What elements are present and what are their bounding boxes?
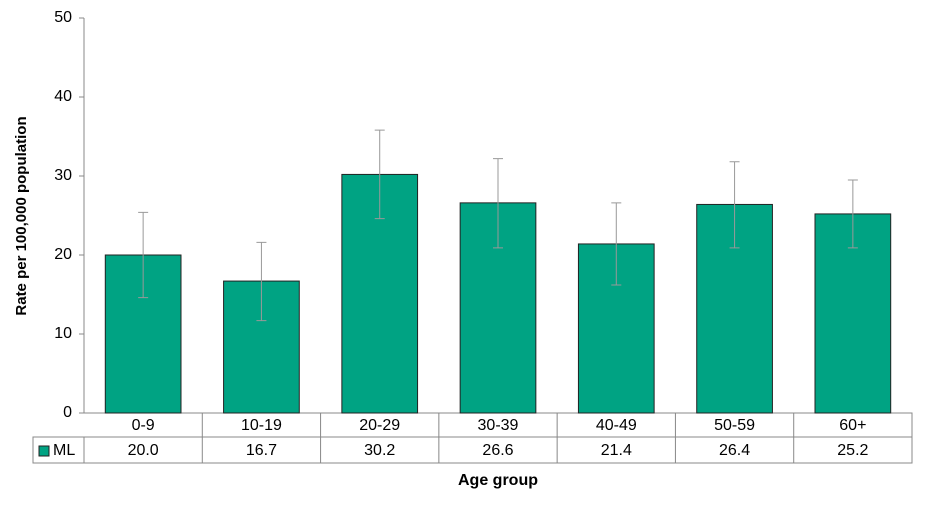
error-bar bbox=[611, 202, 622, 286]
value-label: 16.7 bbox=[246, 442, 277, 459]
error-bar bbox=[493, 158, 503, 249]
x-tick-label: 40-49 bbox=[596, 417, 637, 434]
error-bar bbox=[374, 129, 385, 220]
y-tick-label: 0 bbox=[63, 404, 72, 421]
y-tick-label: 50 bbox=[54, 9, 72, 26]
error-bar bbox=[847, 179, 858, 249]
y-tick-label: 30 bbox=[54, 167, 72, 184]
x-tick-label: 20-29 bbox=[359, 417, 400, 434]
legend-label: ML bbox=[53, 442, 75, 459]
x-tick-label: 0-9 bbox=[132, 417, 155, 434]
y-axis-label: Rate per 100,000 population bbox=[13, 116, 30, 315]
x-tick-label: 50-59 bbox=[714, 417, 755, 434]
error-bar bbox=[138, 211, 149, 299]
y-tick-label: 20 bbox=[54, 246, 72, 263]
value-label: 26.4 bbox=[719, 442, 750, 459]
value-label: 21.4 bbox=[601, 442, 632, 459]
error-bar bbox=[256, 241, 267, 322]
x-axis-label: Age group bbox=[458, 472, 538, 489]
y-tick-label: 40 bbox=[54, 88, 72, 105]
value-label: 30.2 bbox=[364, 442, 395, 459]
value-label: 20.0 bbox=[128, 442, 159, 459]
error-bar bbox=[729, 161, 740, 249]
y-tick-label: 10 bbox=[54, 325, 72, 342]
table-grid bbox=[32, 412, 913, 464]
x-tick-label: 10-19 bbox=[241, 417, 282, 434]
value-label: 26.6 bbox=[482, 442, 513, 459]
legend-swatch bbox=[38, 445, 50, 457]
x-tick-label: 30-39 bbox=[478, 417, 519, 434]
value-label: 25.2 bbox=[837, 442, 868, 459]
x-tick-label: 60+ bbox=[839, 417, 866, 434]
